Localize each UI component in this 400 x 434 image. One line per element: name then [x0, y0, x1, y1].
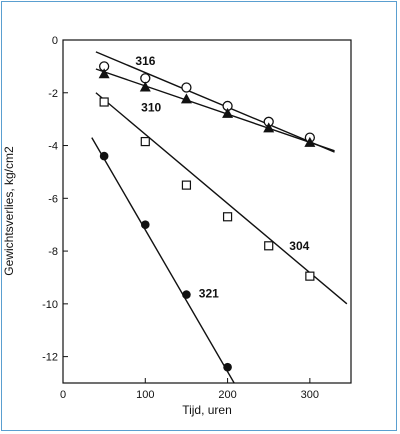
data-point-321: [223, 362, 232, 372]
x-tick-label: 100: [136, 389, 154, 401]
data-point-321: [182, 290, 191, 299]
data-point-310: [263, 122, 275, 133]
y-tick-label: -4: [48, 141, 58, 153]
fit-line-310: [95, 68, 335, 152]
y-axis-title: Gewichtsverlies, kg/cm2: [2, 146, 16, 276]
data-point-321: [140, 220, 150, 229]
x-tick-label: 0: [60, 389, 66, 401]
series-label-304: 304: [289, 239, 309, 253]
series-label-310: 310: [141, 100, 161, 114]
y-tick-label: -10: [42, 299, 58, 311]
fit-line-304: [95, 92, 348, 305]
data-point-316: [140, 73, 151, 84]
data-point-304: [181, 180, 192, 190]
x-tick-label: 200: [218, 389, 236, 401]
y-tick-label: -2: [48, 88, 58, 100]
data-point-304: [305, 271, 315, 281]
data-point-304: [99, 97, 109, 107]
y-tick-label: -12: [42, 352, 58, 364]
y-tick-label: 0: [52, 35, 58, 47]
data-point-310: [180, 93, 192, 104]
series-label-321: 321: [199, 286, 219, 300]
data-point-304: [222, 212, 233, 222]
y-tick-label: -6: [48, 193, 58, 205]
data-point-310: [222, 107, 234, 118]
data-point-316: [181, 82, 192, 93]
x-axis-title: Tijd, uren: [182, 403, 232, 417]
fit-line-321: [91, 137, 235, 384]
plot-area: [62, 39, 352, 384]
series-label-316: 316: [135, 54, 155, 68]
data-point-304: [264, 241, 274, 251]
fit-line-316: [95, 51, 335, 153]
data-point-310: [304, 136, 316, 147]
y-tick-label: -8: [48, 246, 58, 258]
x-tick-label: 300: [301, 389, 319, 401]
data-point-310: [139, 81, 151, 92]
data-point-310: [98, 68, 110, 79]
data-point-321: [99, 151, 109, 161]
data-point-304: [140, 136, 150, 147]
